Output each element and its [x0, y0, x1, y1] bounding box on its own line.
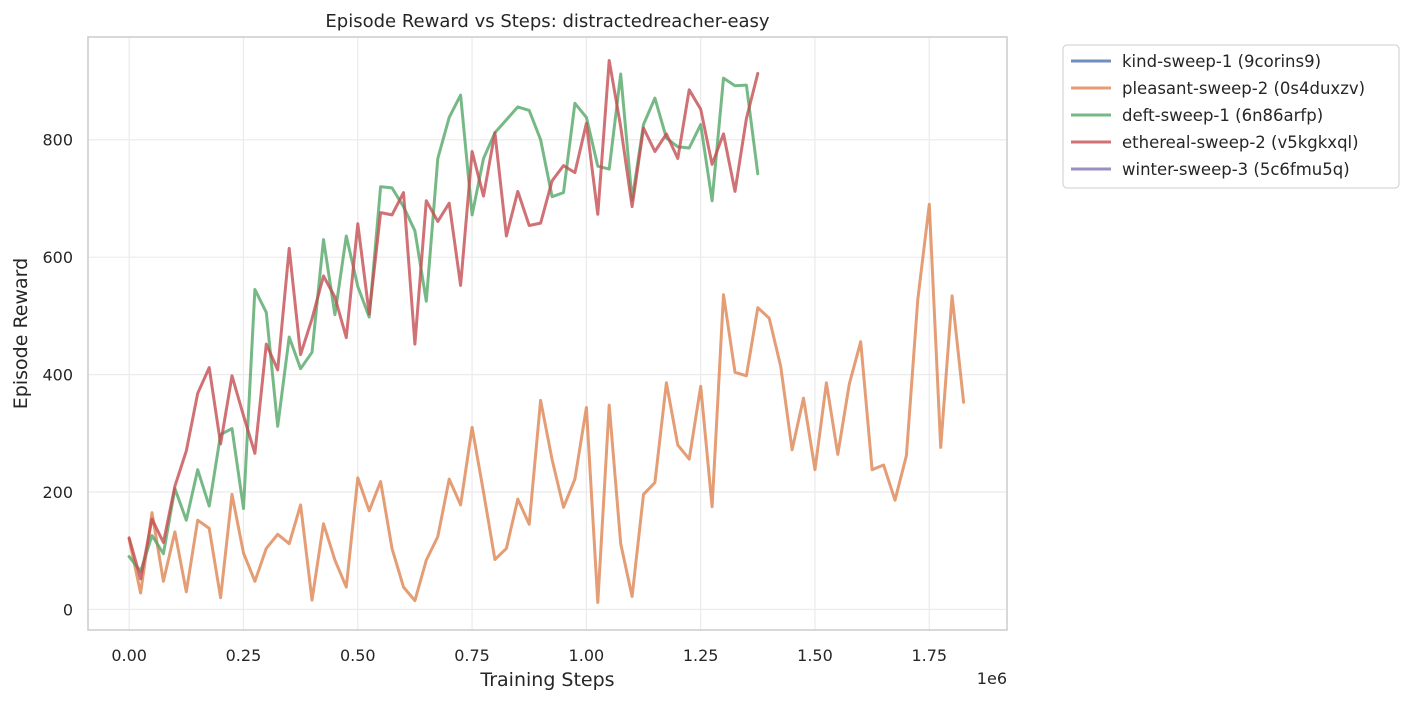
y-axis-ticks: 0 200 400 600 800: [42, 131, 73, 620]
series-line: [127, 59, 760, 581]
y-tick-label: 800: [42, 131, 73, 150]
gridlines: [88, 37, 1007, 630]
legend-frame: [1062, 44, 1400, 189]
legend-entry-label: pleasant-sweep-2 (0s4duxzv): [1122, 79, 1365, 98]
legend-entry-label: deft-sweep-1 (6n86arfp): [1122, 106, 1323, 125]
series-lines: [127, 59, 966, 604]
y-tick-label: 200: [42, 483, 73, 502]
legend: kind-sweep-1 (9corins9) pleasant-sweep-2 …: [1062, 44, 1400, 189]
x-tick-label: 1.00: [569, 646, 605, 665]
plot-area-frame: [87, 36, 1008, 631]
x-tick-label: 0.00: [111, 646, 147, 665]
series-line: [127, 72, 760, 573]
y-tick-label: 400: [42, 366, 73, 385]
x-tick-label: 1.75: [911, 646, 947, 665]
x-tick-label: 1.25: [683, 646, 719, 665]
x-tick-label: 0.50: [340, 646, 376, 665]
x-axis-title: Training Steps: [479, 669, 614, 691]
series-line: [127, 202, 966, 604]
y-tick-label: 0: [63, 600, 73, 619]
legend-items: kind-sweep-1 (9corins9) pleasant-sweep-2 …: [1071, 52, 1365, 179]
x-axis-ticks: 0.00 0.25 0.50 0.75 1.00 1.25 1.50 1.75: [111, 646, 947, 665]
x-tick-label: 1.50: [797, 646, 833, 665]
y-axis-title: Episode Reward: [10, 258, 32, 409]
x-tick-label: 0.75: [454, 646, 490, 665]
legend-entry-label: ethereal-sweep-2 (v5kgkxql): [1122, 133, 1359, 152]
x-tick-label: 0.25: [226, 646, 262, 665]
x-axis-offset-label: 1e6: [977, 669, 1007, 688]
legend-entry-label: kind-sweep-1 (9corins9): [1122, 52, 1321, 71]
chart-title: Episode Reward vs Steps: distractedreach…: [325, 11, 770, 32]
legend-entry-label: winter-sweep-3 (5c6fmu5q): [1122, 160, 1350, 179]
y-tick-label: 600: [42, 248, 73, 267]
